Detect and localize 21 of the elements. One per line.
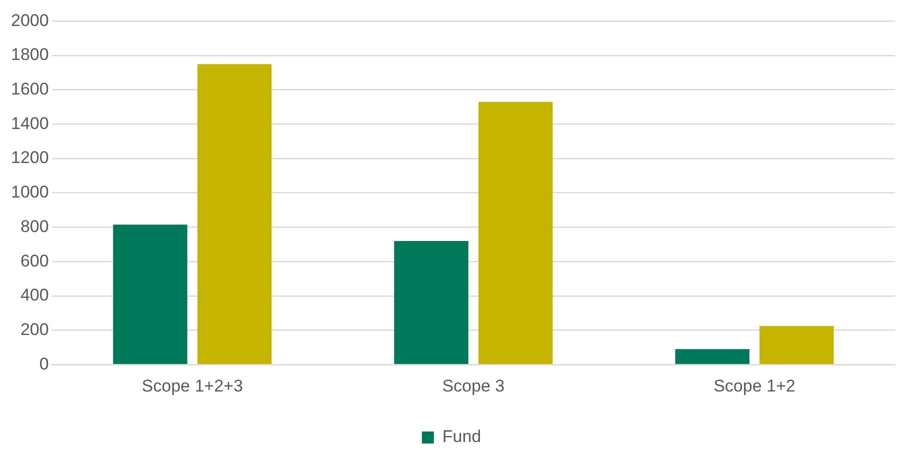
- y-tick-label: 2000: [10, 10, 49, 30]
- y-tick-label: 600: [20, 251, 49, 270]
- y-tick-label: 1400: [10, 114, 49, 133]
- y-tick-label: 400: [20, 286, 49, 305]
- x-tick-label: Scope 1+2+3: [142, 376, 243, 396]
- y-tick-label: 1000: [10, 182, 49, 202]
- legend-label: Fund: [442, 427, 482, 446]
- y-tick-label: 800: [20, 216, 49, 236]
- y-tick-label: 1200: [10, 148, 49, 168]
- bar: [760, 326, 834, 364]
- bar: [478, 102, 553, 364]
- x-tick-label: Scope 1+2: [714, 376, 796, 396]
- y-tick-label: 200: [20, 320, 49, 339]
- bar: [394, 240, 468, 364]
- x-tick-label: Scope 3: [442, 376, 505, 396]
- y-tick-label: 0: [39, 354, 49, 374]
- bar: [113, 224, 188, 364]
- bar: [197, 64, 272, 364]
- y-tick-label: 1600: [10, 80, 49, 99]
- bar: [675, 349, 750, 364]
- y-tick-label: 1800: [10, 45, 49, 64]
